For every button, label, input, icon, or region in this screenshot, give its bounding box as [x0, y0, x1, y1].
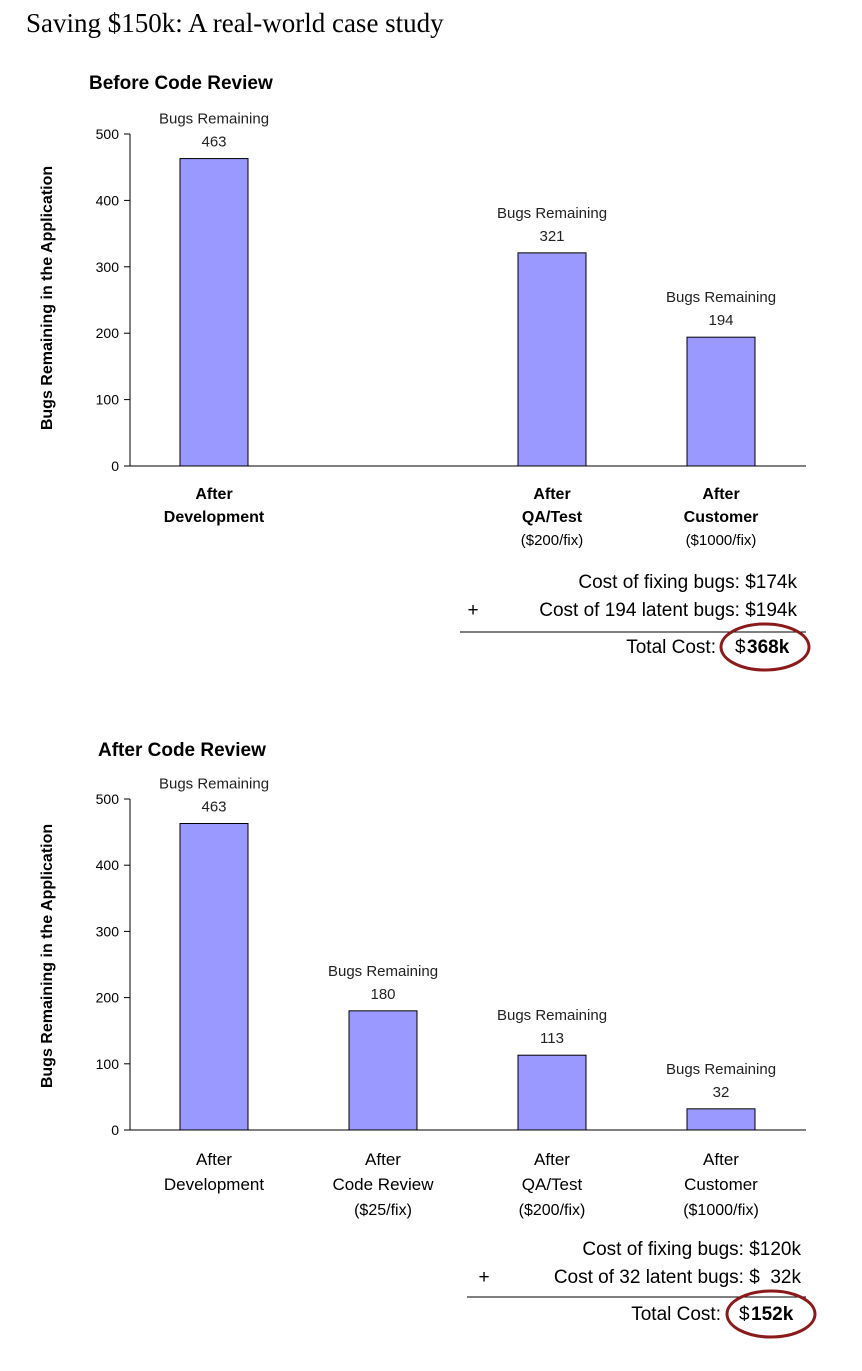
bar: [348, 1010, 418, 1131]
x-category-label: QA/Test: [522, 509, 583, 526]
y-tick-label: 0: [111, 1122, 119, 1138]
y-tick-label: 300: [96, 923, 120, 939]
total-cost-label: Total Cost:: [626, 637, 716, 658]
bar-value-label: 321: [539, 228, 564, 245]
x-category-label: ($200/fix): [521, 532, 584, 549]
total-cost-label: Total Cost:: [631, 1304, 721, 1325]
y-axis-label: Bugs Remaining in the Application: [39, 824, 56, 1088]
y-tick-label: 100: [96, 1056, 120, 1072]
bar-annotation-label: Bugs Remaining: [159, 111, 269, 128]
total-cost-highlight-circle: [719, 622, 811, 672]
bar: [179, 822, 249, 1131]
bar-annotation-label: Bugs Remaining: [666, 1061, 776, 1078]
x-category-label: QA/Test: [522, 1175, 583, 1194]
bar-annotation-label: Bugs Remaining: [497, 205, 607, 222]
x-category-label: Development: [164, 509, 265, 526]
x-category-label: ($1000/fix): [683, 1202, 759, 1219]
y-tick-label: 0: [111, 458, 119, 474]
y-tick-label: 100: [96, 392, 120, 408]
x-category-label: Customer: [684, 1175, 758, 1194]
y-tick-label: 300: [96, 259, 120, 275]
cost-latent-line: Cost of 32 latent bugs: $ 32k: [554, 1267, 802, 1288]
x-category-label: Development: [164, 1175, 264, 1194]
cost-plus-sign: +: [467, 600, 478, 621]
y-tick-label: 200: [96, 990, 120, 1006]
bar: [686, 336, 756, 467]
bar: [686, 1108, 756, 1131]
y-tick-label: 400: [96, 857, 120, 873]
x-category-label: ($1000/fix): [686, 532, 757, 549]
page-title: Saving $150k: A real-world case study: [26, 8, 444, 38]
cost-latent-line: Cost of 194 latent bugs: $194k: [539, 600, 797, 621]
bar-annotation-label: Bugs Remaining: [159, 775, 269, 792]
bar-value-label: 463: [201, 134, 226, 151]
y-tick-label: 500: [96, 126, 120, 142]
bar: [517, 252, 587, 467]
total-cost-currency: $: [739, 1304, 750, 1325]
y-axis-label: Bugs Remaining in the Application: [39, 166, 56, 430]
y-tick-label: 500: [96, 791, 120, 807]
chart-before-code-review: Before Code Review Bugs Remaining in the …: [39, 73, 811, 672]
x-category-label: After: [702, 486, 739, 503]
total-cost-value: 368k: [747, 637, 790, 658]
x-category-label: After: [196, 1150, 232, 1169]
x-category-label: Customer: [684, 509, 759, 526]
bar: [179, 158, 249, 467]
cost-plus-sign: +: [478, 1267, 489, 1288]
total-cost-currency: $: [735, 637, 746, 658]
total-cost-value: 152k: [751, 1304, 794, 1325]
x-category-label: After: [534, 1150, 570, 1169]
x-category-label: Code Review: [332, 1175, 434, 1194]
chart-title: Before Code Review: [89, 73, 273, 94]
bar: [517, 1054, 587, 1131]
bar-value-label: 180: [370, 986, 395, 1003]
bar-annotation-label: Bugs Remaining: [666, 289, 776, 306]
x-category-label: After: [195, 486, 232, 503]
x-category-label: ($200/fix): [519, 1202, 586, 1219]
total-cost-highlight-circle: [725, 1289, 817, 1339]
bar-value-label: 32: [713, 1084, 730, 1101]
bar-value-label: 463: [201, 798, 226, 815]
x-category-label: After: [533, 486, 570, 503]
bar-value-label: 113: [540, 1030, 564, 1047]
cost-fixing-line: Cost of fixing bugs: $120k: [582, 1239, 801, 1260]
y-tick-label: 200: [96, 325, 120, 341]
bar-annotation-label: Bugs Remaining: [328, 963, 438, 980]
cost-fixing-line: Cost of fixing bugs: $174k: [578, 572, 797, 593]
x-category-label: After: [365, 1150, 401, 1169]
x-category-label: ($25/fix): [354, 1202, 412, 1219]
bar-value-label: 194: [708, 312, 733, 329]
chart-title: After Code Review: [98, 740, 266, 761]
bar-annotation-label: Bugs Remaining: [497, 1007, 607, 1024]
x-category-label: After: [703, 1150, 739, 1169]
y-tick-label: 400: [96, 192, 120, 208]
